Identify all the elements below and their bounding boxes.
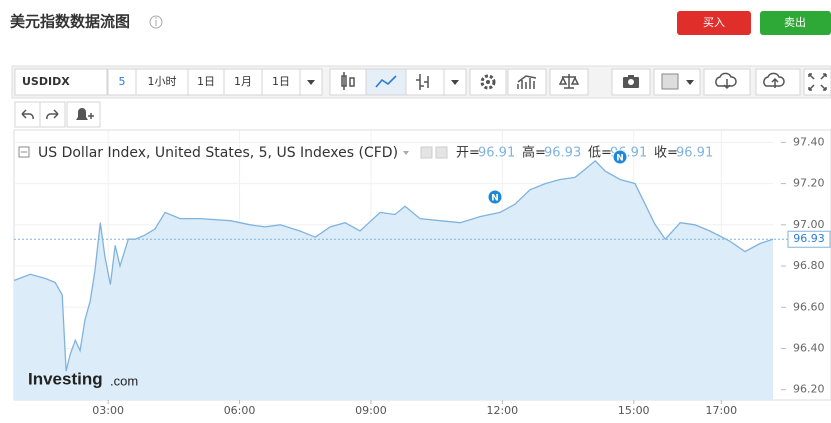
y-tick-label: 96.20 — [793, 383, 825, 396]
logo: Investing .com — [28, 369, 138, 388]
settings-button[interactable] — [469, 68, 507, 96]
area-fill — [14, 160, 773, 400]
page-title: 美元指数数据流图 — [10, 13, 130, 31]
x-tick-label: 06:00 — [224, 404, 256, 417]
buy-label: 买入 — [703, 16, 725, 29]
y-tick-label: 96.40 — [793, 341, 825, 354]
undo-button[interactable] — [14, 101, 41, 128]
range: 1小时 — [148, 75, 177, 88]
ohlc-label: 低= — [588, 146, 612, 161]
y-tick-label: 97.00 — [793, 218, 825, 231]
ohlc-value: 96.91 — [676, 146, 713, 161]
range: 1日 — [197, 75, 215, 88]
last-price-label: 96.93 — [793, 232, 825, 245]
info-icon[interactable] — [149, 15, 163, 29]
y-tick-label: 97.20 — [793, 177, 825, 190]
alert-button[interactable] — [66, 101, 101, 128]
study-icon[interactable] — [420, 146, 433, 159]
color-picker[interactable] — [653, 68, 701, 96]
news-marker-label: N — [616, 154, 624, 164]
x-tick-label: 15:00 — [618, 404, 650, 417]
line-button[interactable] — [365, 68, 407, 96]
news-marker-dot — [487, 189, 503, 205]
title-dropdown[interactable] — [403, 151, 409, 155]
y-tick-label: 96.80 — [793, 259, 825, 272]
news-marker[interactable]: N — [612, 149, 628, 165]
logo-suffix: .com — [110, 373, 138, 388]
redo-button[interactable] — [39, 101, 66, 128]
study-icon[interactable] — [435, 146, 448, 159]
symbol-box[interactable] — [14, 68, 108, 96]
x-tick-label: 03:00 — [92, 404, 124, 417]
ohlc-value: 96.91 — [478, 146, 515, 161]
chart-title: US Dollar Index, United States, 5, US In… — [38, 145, 398, 161]
x-tick-label: 09:00 — [355, 404, 387, 417]
ohlc-label: 高= — [522, 145, 546, 161]
sell-label: 卖出 — [784, 15, 806, 29]
range: 1月 — [234, 75, 252, 88]
y-tick-label: 96.60 — [793, 300, 825, 313]
symbol: USDIDX — [22, 75, 70, 88]
snapshot-button[interactable] — [611, 68, 651, 96]
collapse-icon[interactable] — [18, 146, 30, 158]
ohlc-label: 开= — [456, 146, 480, 161]
interval: 5 — [119, 75, 126, 88]
range-dropdown[interactable] — [299, 68, 323, 96]
buy-button[interactable]: 买入 — [677, 11, 751, 35]
candle-button[interactable] — [329, 68, 367, 96]
news-marker[interactable]: N — [487, 189, 503, 205]
load-button[interactable] — [703, 68, 751, 96]
x-tick-label: 12:00 — [486, 404, 518, 417]
plot — [13, 130, 786, 400]
chart-type-dropdown[interactable] — [443, 68, 467, 96]
last-price-box — [787, 230, 831, 248]
bars-button[interactable] — [405, 68, 445, 96]
x-tick-label: 17:00 — [705, 404, 737, 417]
ohlc-value: 96.93 — [544, 146, 581, 161]
compare-button[interactable] — [549, 68, 589, 96]
logo-main: Investing — [28, 369, 103, 388]
range: 1日 — [272, 75, 290, 88]
fullscreen-button[interactable] — [803, 68, 831, 96]
sell-button[interactable]: 卖出 — [760, 11, 831, 35]
save-button[interactable] — [755, 68, 801, 96]
news-marker-dot — [612, 149, 628, 165]
news-marker-label: N — [491, 194, 499, 204]
indicators-button[interactable] — [507, 68, 547, 96]
price-line — [13, 160, 774, 372]
ohlc-label: 收= — [654, 146, 678, 161]
y-tick-label: 97.40 — [793, 135, 825, 148]
